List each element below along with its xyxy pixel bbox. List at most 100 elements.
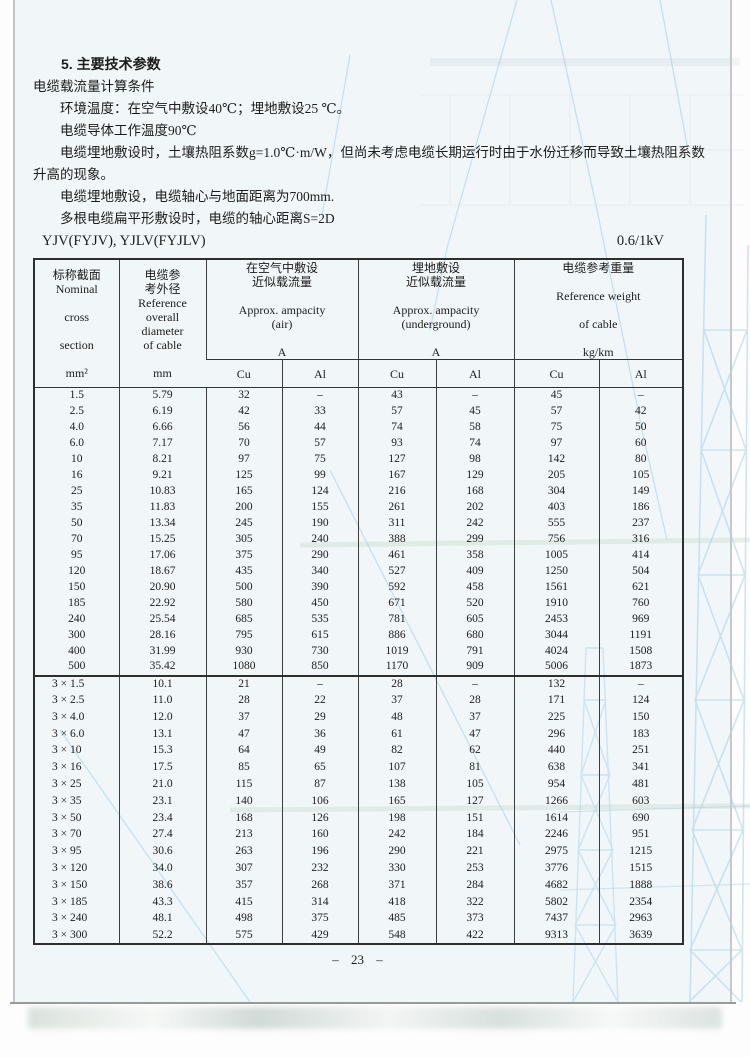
table-cell: 44 bbox=[281, 419, 358, 436]
table-cell: 4024 bbox=[513, 643, 599, 660]
table-cell: 1561 bbox=[513, 579, 599, 596]
table-cell: 138 bbox=[357, 776, 436, 794]
table-cell: 263 bbox=[205, 843, 282, 861]
table-cell: 690 bbox=[598, 809, 684, 827]
table-row: 50 13.34 245 190 311 242 555 237 bbox=[34, 515, 684, 532]
table-row: 16 9.21 125 99 167 129 205 105 bbox=[34, 467, 684, 484]
table-cell: 422 bbox=[435, 927, 514, 945]
table-cell: 1.5 bbox=[69, 389, 84, 401]
table-row: 3 × 4.0 12.0 37 29 48 37 225 150 bbox=[34, 709, 684, 726]
table-cell: 171 bbox=[513, 692, 599, 710]
table-cell: 3 × 1.5 bbox=[34, 674, 119, 693]
table-cell: 795 bbox=[205, 627, 282, 644]
table-cell: 685 bbox=[205, 611, 282, 628]
table-cell: 225 bbox=[513, 709, 599, 726]
table-cell: 4.0 bbox=[69, 420, 84, 433]
table-cell: 213 bbox=[205, 826, 282, 844]
table-cell: 185 bbox=[68, 596, 86, 609]
table-cell: 142 bbox=[513, 451, 599, 468]
table-cell: 2354 bbox=[598, 893, 684, 911]
table-cell: 23.1 bbox=[118, 793, 206, 810]
page-right-edge bbox=[730, 0, 732, 1002]
table-row: 25 10.83 165 124 216 168 304 149 bbox=[34, 483, 684, 500]
table-cell: 909 bbox=[435, 659, 514, 676]
table-cell: 680 bbox=[435, 627, 514, 644]
table-cell: 7437 bbox=[513, 910, 599, 928]
table-cell: 15.25 bbox=[118, 531, 206, 548]
table-cell: 99 bbox=[281, 467, 358, 484]
table-cell: 49 bbox=[281, 742, 358, 760]
table-cell: – bbox=[598, 387, 684, 404]
voltage-rating-label: 0.6/1kV bbox=[616, 233, 664, 249]
table-cell: 9.21 bbox=[118, 467, 206, 484]
table-cell: 237 bbox=[598, 515, 684, 532]
table-cell: 520 bbox=[435, 595, 514, 612]
table-cell: 461 bbox=[357, 547, 436, 564]
table-cell: 6.19 bbox=[118, 403, 206, 420]
subheader-al: Al bbox=[281, 359, 358, 388]
table-cell: 527 bbox=[357, 563, 436, 580]
table-cell: 1266 bbox=[513, 793, 599, 810]
table-cell: 580 bbox=[205, 595, 282, 612]
table-cell: 3 × 2.5 bbox=[52, 693, 85, 706]
table-cell: 151 bbox=[435, 809, 514, 827]
table-row: 185 22.92 580 450 671 520 1910 760 bbox=[34, 595, 684, 612]
table-cell: 307 bbox=[205, 860, 282, 878]
table-row: 3 × 35 23.1 140 106 165 127 1266 603 bbox=[34, 793, 684, 810]
table-cell: 575 bbox=[205, 927, 282, 945]
table-cell: 1910 bbox=[513, 595, 599, 612]
table-cell: 80 bbox=[598, 451, 684, 468]
table-cell: 388 bbox=[357, 531, 436, 548]
table-cell: 93 bbox=[357, 435, 436, 452]
table-cell: 4682 bbox=[513, 877, 599, 894]
table-cell: – bbox=[435, 387, 514, 404]
table-cell: 3 × 25 bbox=[52, 777, 82, 790]
table-cell: 30.6 bbox=[118, 843, 206, 861]
table-cell: 3776 bbox=[513, 860, 599, 878]
table-caption-row: YJV(FYJV), YJLV(FYJLV) 0.6/1kV bbox=[42, 233, 664, 250]
table-cell: 124 bbox=[281, 483, 358, 500]
table-cell: 48 bbox=[357, 709, 436, 726]
table-cell: 47 bbox=[205, 725, 282, 743]
header-reference-diameter: 电缆参 考外径 Reference overall diameter of ca… bbox=[118, 259, 206, 388]
table-cell: 105 bbox=[598, 467, 684, 484]
table-cell: 592 bbox=[357, 579, 436, 596]
page-bottom-edge bbox=[10, 1002, 736, 1004]
table-cell: 1170 bbox=[357, 659, 436, 676]
table-cell: 202 bbox=[435, 499, 514, 516]
table-cell: 358 bbox=[435, 547, 514, 564]
table-cell: 781 bbox=[357, 611, 436, 628]
table-cell: 615 bbox=[281, 627, 358, 644]
table-cell: 124 bbox=[598, 692, 684, 710]
table-cell: 42 bbox=[205, 403, 282, 420]
table-cell: 125 bbox=[205, 467, 282, 484]
table-cell: 62 bbox=[435, 742, 514, 760]
table-cell: 15.3 bbox=[118, 742, 206, 760]
table-cell: 371 bbox=[357, 877, 436, 894]
table-cell: 7.17 bbox=[118, 435, 206, 452]
table-cell: 621 bbox=[598, 579, 684, 596]
table-cell: 1614 bbox=[513, 809, 599, 827]
table-row: 3 × 2.5 11.0 28 22 37 28 171 124 bbox=[34, 692, 684, 710]
table-cell: 760 bbox=[598, 595, 684, 612]
table-row: 35 11.83 200 155 261 202 403 186 bbox=[34, 499, 684, 516]
table-cell: 95 bbox=[71, 548, 83, 561]
table-cell: 357 bbox=[205, 877, 282, 894]
table-cell: 74 bbox=[357, 419, 436, 436]
intro-paragraph: 多根电缆扁平形敷设时，电缆的轴心距离S=2D bbox=[60, 211, 335, 226]
table-cell: – bbox=[435, 674, 514, 693]
table-row: 240 25.54 685 535 781 605 2453 969 bbox=[34, 611, 684, 628]
table-cell: 500 bbox=[205, 579, 282, 596]
table-cell: 28 bbox=[435, 692, 514, 710]
table-cell: 5006 bbox=[513, 659, 599, 676]
page-left-edge bbox=[13, 0, 15, 1002]
table-cell: 1019 bbox=[357, 643, 436, 660]
table-cell: 165 bbox=[357, 793, 436, 810]
table-cell: 58 bbox=[435, 419, 514, 436]
table-cell: 1250 bbox=[513, 563, 599, 580]
table-cell: 82 bbox=[357, 742, 436, 760]
table-cell: 316 bbox=[598, 531, 684, 548]
table-cell: 70 bbox=[205, 435, 282, 452]
table-cell: 70 bbox=[71, 532, 83, 545]
